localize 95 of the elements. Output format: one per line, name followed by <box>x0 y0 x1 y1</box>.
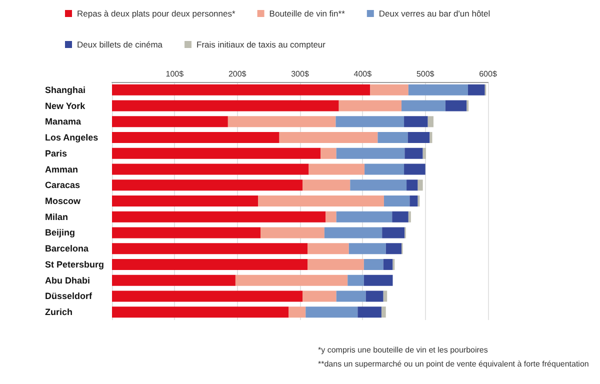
x-tick-label: 200$ <box>228 70 247 78</box>
bar <box>112 243 308 254</box>
bar <box>288 306 306 318</box>
bar <box>112 100 339 112</box>
bar <box>112 274 236 286</box>
bar <box>112 84 370 96</box>
y-tick-label: Zurich <box>45 307 73 318</box>
bar <box>402 100 446 112</box>
bar <box>324 227 382 238</box>
bar <box>468 84 485 96</box>
bar <box>370 84 408 96</box>
bar <box>258 196 384 206</box>
y-tick-label: Beijing <box>45 228 76 238</box>
bar <box>445 100 467 112</box>
y-tick-label: Manama <box>45 116 82 127</box>
text: *y compris une bouteille de vin et les pourboires <box>318 346 488 354</box>
bar <box>112 132 280 144</box>
x-tick-label: 500$ <box>416 70 435 78</box>
bar <box>228 116 336 128</box>
bar <box>112 290 303 302</box>
bar <box>336 148 405 159</box>
y-tick-label: Milan <box>45 212 68 222</box>
bar <box>302 180 350 191</box>
bar <box>302 290 336 302</box>
bar <box>112 164 309 175</box>
bar <box>308 164 365 175</box>
bar <box>408 84 468 96</box>
bar <box>422 148 426 159</box>
y-tick-label: Caracas <box>45 180 80 190</box>
legend-label: Deux billets de cinéma <box>77 40 163 50</box>
bar <box>350 180 407 191</box>
bar <box>112 180 303 191</box>
bar <box>112 211 326 222</box>
x-tick-label: 400$ <box>354 70 372 78</box>
bar <box>408 211 411 222</box>
bar <box>366 290 384 302</box>
bar <box>260 227 324 238</box>
bar <box>358 306 382 318</box>
bar <box>112 227 261 238</box>
y-tick-label: Barcelona <box>45 244 90 254</box>
bar <box>406 180 418 191</box>
text: **dans un supermarché ou un point de vente équivalent à forte fréquentation <box>318 360 589 368</box>
y-tick-label: Paris <box>45 148 68 158</box>
y-tick-label: St Petersburg <box>45 259 104 270</box>
y-tick-label: Shanghai <box>45 84 86 95</box>
bar <box>336 290 366 302</box>
bar <box>384 196 410 206</box>
x-tick-label: 100$ <box>166 70 184 78</box>
bar <box>112 196 258 206</box>
bar <box>428 116 434 128</box>
bar <box>364 258 384 270</box>
bar <box>306 306 358 318</box>
bar <box>308 243 349 254</box>
bar <box>386 243 402 254</box>
bar <box>112 148 321 159</box>
bar <box>308 258 364 270</box>
bar <box>381 306 386 318</box>
bar <box>326 211 336 222</box>
bar <box>279 132 378 144</box>
bar <box>392 211 408 222</box>
bar <box>364 164 404 175</box>
bar <box>383 258 393 270</box>
legend-label: Deux verres au bar d'un hôtel <box>378 8 490 18</box>
y-tick-label: Düsseldorf <box>45 291 94 302</box>
bar <box>408 132 430 144</box>
bar <box>320 148 336 159</box>
bar <box>430 132 432 144</box>
bar <box>348 243 386 254</box>
bar <box>336 211 392 222</box>
legend-label: Repas à deux plats pour deux personnes* <box>77 8 236 18</box>
bar <box>410 196 418 206</box>
y-tick-label: Abu Dhabi <box>45 275 90 286</box>
bar <box>348 274 364 286</box>
y-tick-label: Moscow <box>45 196 82 206</box>
bar <box>378 132 408 144</box>
legend-label: Frais initiaux de taxis au compteur <box>196 40 326 50</box>
legend-label: Bouteille de vin fin** <box>269 8 346 18</box>
bar <box>404 148 423 159</box>
bar <box>112 258 308 270</box>
x-tick-label: 600$ <box>479 70 498 78</box>
bar <box>235 274 348 286</box>
bar <box>404 116 428 128</box>
bar <box>112 116 228 128</box>
bar <box>383 290 388 302</box>
y-tick-label: Los Angeles <box>45 132 98 143</box>
bar <box>404 164 426 175</box>
y-tick-label: Amman <box>45 164 78 174</box>
bar <box>364 274 393 286</box>
x-tick-label: 300$ <box>291 70 310 78</box>
bar <box>336 116 404 128</box>
bar <box>112 306 289 318</box>
y-tick-label: New York <box>45 100 86 111</box>
bar <box>382 227 405 238</box>
bar <box>338 100 402 112</box>
bar <box>418 180 423 191</box>
